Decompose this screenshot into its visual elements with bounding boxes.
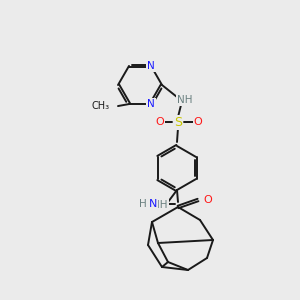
Text: CH₃: CH₃ xyxy=(92,101,110,111)
Text: O: O xyxy=(156,117,164,127)
Text: NH: NH xyxy=(152,200,168,210)
Text: H: H xyxy=(139,199,147,209)
Text: O: O xyxy=(194,117,202,127)
Text: S: S xyxy=(174,116,182,128)
Text: O: O xyxy=(203,195,212,205)
Text: NH: NH xyxy=(177,95,193,105)
Text: N: N xyxy=(147,99,155,109)
Text: N: N xyxy=(149,199,157,209)
Text: N: N xyxy=(147,61,155,71)
